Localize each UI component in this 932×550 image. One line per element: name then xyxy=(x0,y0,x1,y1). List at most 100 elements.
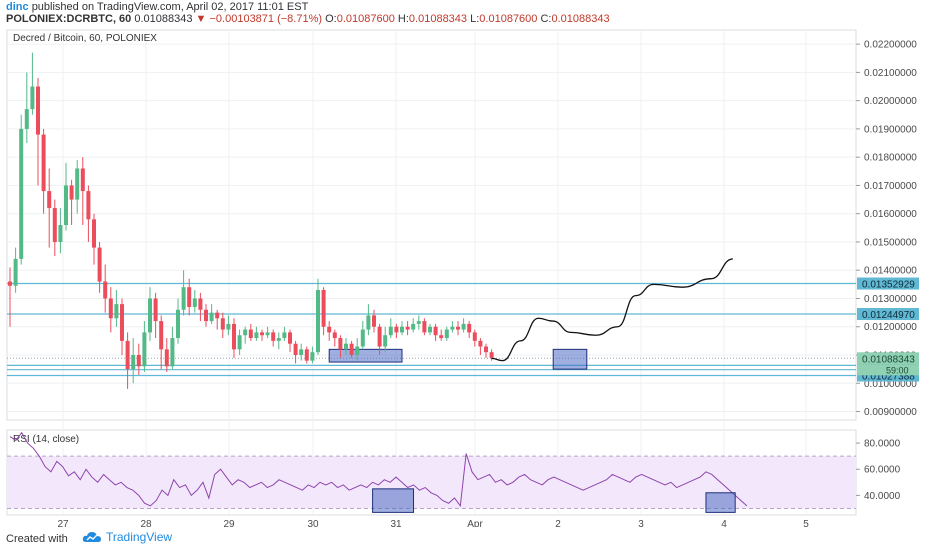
candle-body xyxy=(108,298,113,319)
created-with-text: Created with xyxy=(6,533,68,545)
candle-body xyxy=(215,312,220,319)
candle-body xyxy=(142,332,147,367)
candle-body xyxy=(400,326,404,333)
price-chart[interactable]: 0.02200000 0.02100000 0.02000000 0.01900000… xyxy=(0,27,932,527)
publish-info: dinc published on TradingView.com, April… xyxy=(6,1,308,13)
candle-body xyxy=(47,191,52,209)
candle-body xyxy=(75,168,80,200)
rsi-highlight-box xyxy=(705,492,736,513)
candle-body xyxy=(299,349,304,355)
candle-body xyxy=(461,323,466,330)
candle-body xyxy=(209,312,214,322)
high-label: H: xyxy=(397,13,409,25)
price-tick-label: 0.00900000 xyxy=(864,407,917,418)
time-tick-label: 4 xyxy=(721,519,727,527)
tradingview-logo[interactable]: TradingView xyxy=(82,530,172,544)
candle-body xyxy=(293,343,298,355)
candle-body xyxy=(472,332,477,341)
symbol-label: POLONIEX:DCRBTC, 60 xyxy=(6,13,132,25)
candle-body xyxy=(321,290,326,327)
candle-body xyxy=(366,315,371,330)
footer: Created with TradingView xyxy=(0,528,932,550)
candle-body xyxy=(176,309,180,339)
down-triangle-icon: ▼ xyxy=(195,13,207,25)
high-value: 0.01088343 xyxy=(408,13,468,25)
highlight-box xyxy=(328,348,403,363)
brand-name: TradingView xyxy=(106,530,173,544)
rsi-tick-label: 80.0000 xyxy=(864,439,901,450)
last-price-label: 0.01088343 xyxy=(862,354,915,365)
candle-body xyxy=(120,304,124,341)
candle-body xyxy=(439,335,444,339)
candle-body xyxy=(388,326,393,336)
candle-body xyxy=(181,287,186,310)
close-label: C: xyxy=(540,13,552,25)
candle-body xyxy=(243,329,248,336)
candle-body xyxy=(80,168,85,192)
candle-body xyxy=(383,335,388,347)
price-tick-label: 0.01200000 xyxy=(864,322,917,333)
time-tick-label: 27 xyxy=(57,519,69,527)
candle-body xyxy=(355,346,360,355)
candle-body xyxy=(237,335,242,350)
candle-body xyxy=(428,326,432,333)
candle-body xyxy=(226,323,231,330)
level-label: 0.01244970 xyxy=(862,310,915,321)
candle-body xyxy=(282,332,287,339)
candle-body xyxy=(265,332,270,336)
candle-body xyxy=(360,329,365,347)
candle-body xyxy=(405,326,410,330)
rsi-tick-label: 60.0000 xyxy=(864,465,901,476)
candle-body xyxy=(444,329,449,339)
candle-body xyxy=(198,298,203,310)
candle-body xyxy=(69,185,74,200)
candle-body xyxy=(260,332,264,336)
rsi-line xyxy=(9,431,748,508)
candle-body xyxy=(164,349,169,367)
candle-body xyxy=(248,329,253,339)
price-change: −0.00103871 (−8.71%) xyxy=(209,13,323,25)
close-value: 0.01088343 xyxy=(551,13,610,25)
time-tick-label: 28 xyxy=(140,519,152,527)
level-label: 0.01027388 xyxy=(862,372,915,383)
price-tick-label: 0.01000000 xyxy=(864,379,917,390)
price-tick-label: 0.01800000 xyxy=(864,153,917,164)
candle-body xyxy=(204,309,208,322)
candle-body xyxy=(316,290,320,353)
candle-body xyxy=(349,343,354,355)
candle-body xyxy=(484,346,488,353)
candle-body xyxy=(450,326,455,330)
candle-body xyxy=(394,326,399,333)
candle-body xyxy=(377,326,382,347)
candle-body xyxy=(304,349,309,361)
candle-body xyxy=(8,281,12,286)
time-tick-label: 29 xyxy=(223,519,235,527)
candle-body xyxy=(131,355,136,370)
candle-body xyxy=(187,287,192,307)
candle-body xyxy=(148,298,152,333)
chart-title: Decred / Bitcoin, 60, POLONIEX xyxy=(13,33,157,44)
candle-body xyxy=(467,323,472,333)
candle-body xyxy=(332,332,337,339)
candle-body xyxy=(416,321,421,324)
author-link[interactable]: dinc xyxy=(6,1,29,13)
candle-body xyxy=(114,304,119,319)
candle-body xyxy=(271,332,276,341)
candle-body xyxy=(64,185,68,225)
candle-body xyxy=(372,315,376,327)
time-tick-label: 3 xyxy=(638,519,644,527)
chart-header: dinc published on TradingView.com, April… xyxy=(0,0,932,27)
candle-body xyxy=(276,338,281,341)
candle-body xyxy=(338,338,343,350)
candle-body xyxy=(24,109,29,129)
candle-body xyxy=(13,258,18,286)
time-tick-label: Apr xyxy=(467,519,483,527)
candle-body xyxy=(489,352,494,358)
highlight-box xyxy=(552,348,588,370)
candle-body xyxy=(344,343,348,350)
cloud-icon xyxy=(82,532,101,542)
candle-body xyxy=(220,318,225,330)
candle-body xyxy=(422,321,427,333)
candle-body xyxy=(30,86,35,110)
candle-body xyxy=(41,134,46,192)
